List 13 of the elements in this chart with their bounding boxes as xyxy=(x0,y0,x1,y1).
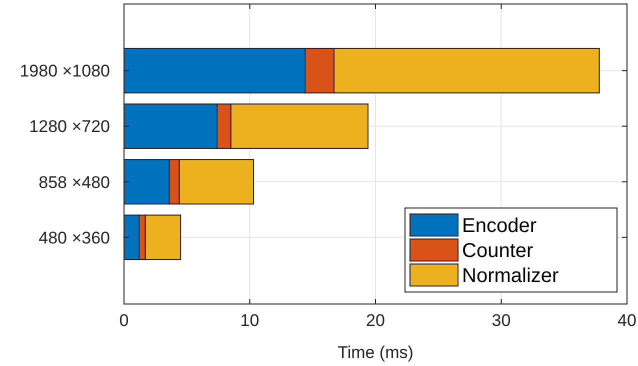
x-tick-label: 20 xyxy=(366,311,385,330)
x-tick-label: 30 xyxy=(492,311,511,330)
legend-label: Normalizer xyxy=(462,265,560,287)
x-tick-label: 0 xyxy=(119,311,129,330)
x-tick-label: 40 xyxy=(618,311,636,330)
y-tick-label: 480 ×360 xyxy=(38,228,110,248)
legend-label: Encoder xyxy=(462,215,537,237)
y-tick-label: 858 ×480 xyxy=(38,172,110,192)
x-tick-label: 10 xyxy=(240,311,260,330)
legend-label: Counter xyxy=(462,240,534,262)
y-tick-label: 1980 ×1080 xyxy=(20,62,110,81)
x-axis-title: Time (ms) xyxy=(338,343,414,362)
y-tick-label: 1280 ×720 xyxy=(29,117,110,136)
